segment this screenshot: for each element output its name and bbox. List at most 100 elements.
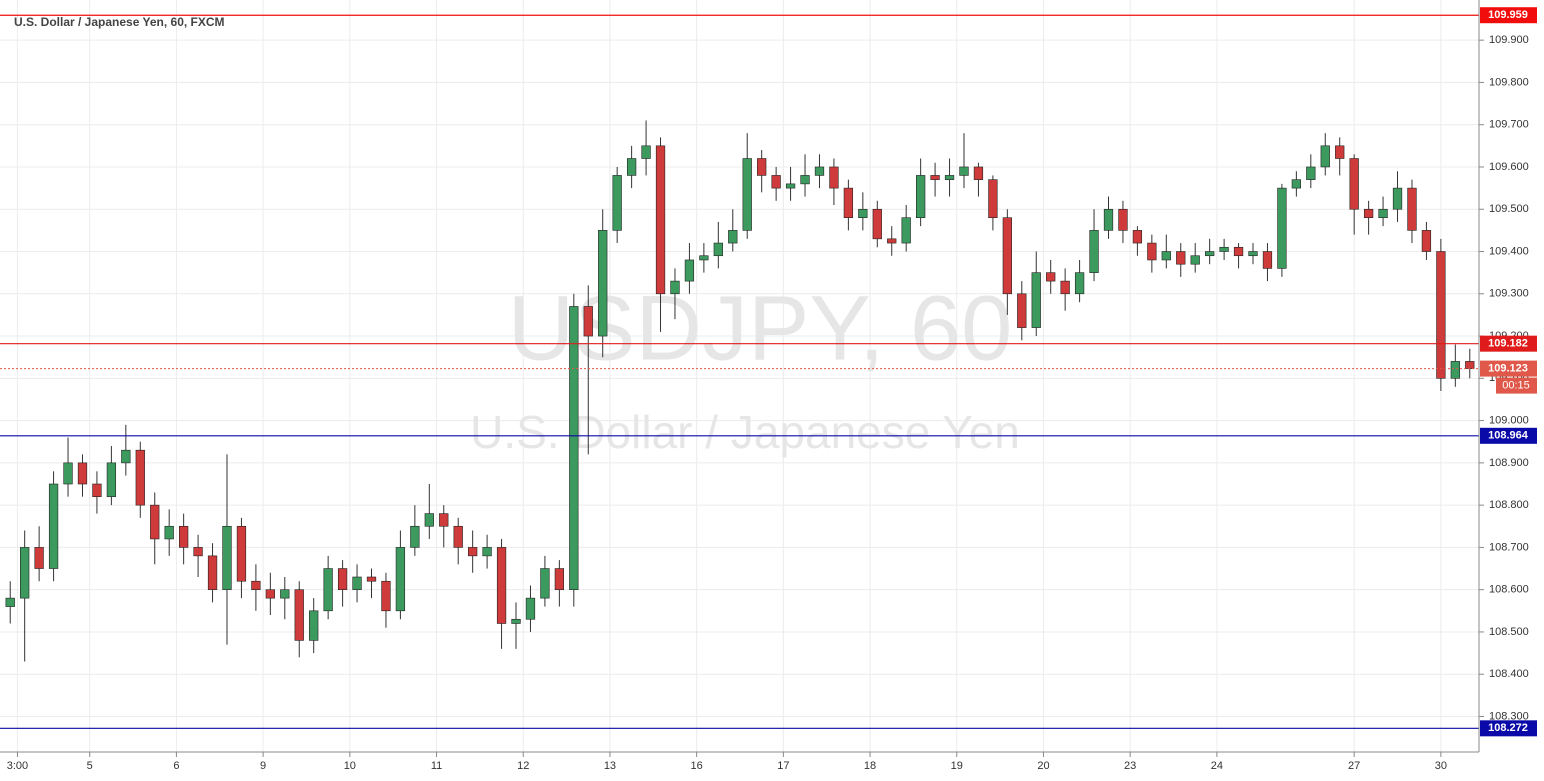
candle-body bbox=[771, 175, 781, 189]
candle-body bbox=[1089, 230, 1099, 273]
candle-body bbox=[670, 280, 680, 295]
candle-body bbox=[1190, 255, 1200, 265]
candle-body bbox=[236, 525, 247, 582]
y-tick-label: 108.500 bbox=[1489, 626, 1529, 638]
candle-body bbox=[496, 547, 507, 624]
candle-body bbox=[323, 568, 333, 612]
candle-body bbox=[944, 175, 955, 180]
candle-body bbox=[34, 547, 44, 569]
x-tick-label: 10 bbox=[344, 760, 356, 772]
candle-body bbox=[1176, 251, 1186, 265]
y-tick-label: 109.000 bbox=[1489, 415, 1529, 427]
candle-body bbox=[540, 568, 550, 599]
candle-body bbox=[1363, 208, 1374, 218]
price-label-box bbox=[1480, 7, 1537, 24]
price-label: 108.964 bbox=[1488, 430, 1529, 442]
x-tick-label: 24 bbox=[1211, 760, 1223, 772]
candle-body bbox=[872, 208, 882, 240]
price-label-box bbox=[1480, 427, 1537, 444]
x-tick-label: 23 bbox=[1124, 760, 1136, 772]
candle-body bbox=[424, 513, 434, 527]
x-tick-label: 12 bbox=[517, 760, 529, 772]
y-tick-label: 108.400 bbox=[1489, 668, 1529, 680]
x-tick-label: 13 bbox=[604, 760, 616, 772]
candle-body bbox=[1291, 179, 1301, 189]
candle-body bbox=[843, 187, 854, 218]
candle-body bbox=[251, 580, 261, 590]
candle-body bbox=[785, 183, 796, 189]
candle-body bbox=[265, 589, 275, 599]
candle-body bbox=[1262, 251, 1273, 269]
x-tick-label: 9 bbox=[260, 760, 266, 772]
candle-body bbox=[150, 504, 160, 540]
candle-body bbox=[1378, 208, 1388, 218]
candle-body bbox=[1277, 187, 1287, 269]
candle-body bbox=[511, 618, 521, 624]
y-tick-label: 109.400 bbox=[1489, 245, 1529, 257]
y-tick-label: 108.600 bbox=[1489, 584, 1529, 596]
y-tick-label: 109.800 bbox=[1489, 76, 1529, 88]
y-tick-label: 109.700 bbox=[1489, 119, 1529, 131]
candle-body bbox=[1450, 361, 1460, 379]
candle-body bbox=[135, 449, 145, 506]
candle-body bbox=[1392, 187, 1403, 210]
candle-body bbox=[916, 175, 926, 218]
plot-area bbox=[0, 14, 1479, 729]
x-tick-label: 6 bbox=[173, 760, 179, 772]
candle-body bbox=[1320, 145, 1330, 168]
axes: 108.300 108.400 108.500 108.600 108.700 108.8… bbox=[7, 7, 1537, 772]
candle-body bbox=[1017, 293, 1027, 328]
candle-body bbox=[20, 547, 30, 599]
candle-body bbox=[641, 145, 651, 159]
candle-body bbox=[1046, 272, 1056, 282]
candle-body bbox=[1436, 251, 1446, 379]
candle-body bbox=[1233, 246, 1244, 257]
candle-body bbox=[280, 589, 290, 599]
candle-body bbox=[569, 306, 579, 590]
x-tick-label: 19 bbox=[951, 760, 963, 772]
x-tick-label: 27 bbox=[1348, 760, 1360, 772]
candle-body bbox=[5, 597, 15, 607]
candle-body bbox=[655, 145, 666, 295]
candle-body bbox=[742, 158, 752, 231]
x-tick-label: 3:00 bbox=[7, 760, 28, 772]
y-tick-label: 108.700 bbox=[1489, 541, 1529, 553]
candle-body bbox=[901, 217, 911, 244]
candle-body bbox=[1074, 272, 1085, 295]
candle-body bbox=[48, 483, 59, 569]
x-tick-label: 20 bbox=[1037, 760, 1049, 772]
candle-body bbox=[930, 175, 940, 180]
candle-body bbox=[366, 576, 377, 582]
candle-body bbox=[439, 513, 449, 527]
x-tick-label: 16 bbox=[691, 760, 703, 772]
candle-body bbox=[193, 547, 203, 557]
candle-body bbox=[728, 230, 738, 244]
x-tick-label: 30 bbox=[1435, 760, 1447, 772]
candle-body bbox=[1147, 242, 1157, 261]
candle-body bbox=[1421, 230, 1432, 252]
candle-body bbox=[1335, 145, 1345, 159]
candle-body bbox=[482, 547, 492, 557]
y-tick-label: 109.500 bbox=[1489, 203, 1529, 215]
candle-body bbox=[410, 525, 420, 548]
candle-body bbox=[1205, 251, 1215, 257]
candle-body bbox=[1060, 280, 1070, 295]
candle-body bbox=[1219, 246, 1229, 252]
y-tick-label: 108.900 bbox=[1489, 457, 1529, 469]
candle-body bbox=[1118, 208, 1128, 231]
candle-body bbox=[207, 555, 218, 590]
candle-body bbox=[352, 576, 362, 590]
candle-body bbox=[294, 589, 304, 641]
countdown: 00:15 bbox=[1502, 380, 1530, 392]
x-tick-label: 5 bbox=[87, 760, 93, 772]
candle-body bbox=[395, 547, 406, 612]
candle-body bbox=[858, 208, 868, 218]
candle-body bbox=[612, 175, 622, 231]
price-label: 108.272 bbox=[1488, 722, 1528, 734]
candle-body bbox=[309, 610, 319, 641]
countdown-box bbox=[1496, 377, 1537, 394]
x-tick-label: 11 bbox=[431, 760, 442, 772]
y-tick-label: 108.800 bbox=[1489, 499, 1529, 511]
